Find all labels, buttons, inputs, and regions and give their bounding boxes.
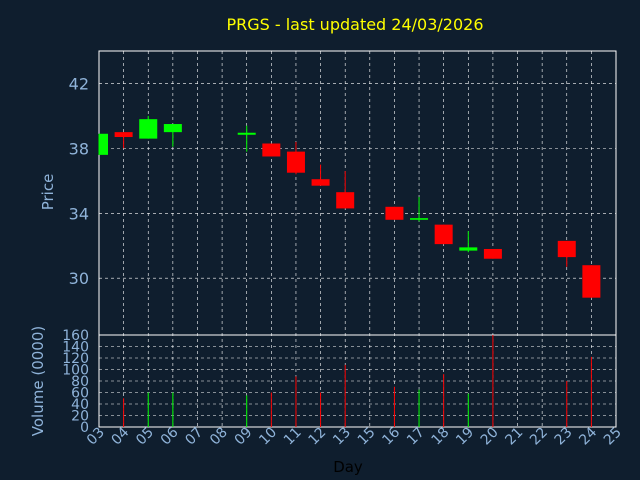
x-tick-label: 10 bbox=[256, 425, 280, 449]
chart-title: PRGS - last updated 24/03/2026 bbox=[226, 15, 483, 34]
x-tick-label: 11 bbox=[281, 425, 305, 449]
candle-body bbox=[286, 151, 305, 173]
candle-body bbox=[114, 132, 133, 138]
x-tick-label: 15 bbox=[355, 425, 379, 449]
x-tick-label: 25 bbox=[601, 425, 625, 449]
price-tick-label: 30 bbox=[69, 269, 89, 288]
volume-tick-label: 80 bbox=[71, 374, 89, 390]
y-axis-label: Price bbox=[39, 174, 57, 211]
candle-body bbox=[311, 179, 330, 186]
candle-body bbox=[557, 240, 576, 258]
candle-body bbox=[336, 192, 355, 209]
x-tick-label: 09 bbox=[232, 425, 256, 449]
volume-tick-label: 20 bbox=[71, 409, 89, 425]
x-tick-label: 07 bbox=[182, 425, 206, 449]
x-tick-label: 21 bbox=[502, 425, 526, 449]
volume-axis-label: Volume (0000) bbox=[29, 326, 47, 436]
candle-body bbox=[410, 218, 429, 220]
volume-tick-label: 60 bbox=[71, 386, 89, 402]
volume-bars bbox=[123, 335, 592, 427]
x-tick-label: 23 bbox=[552, 425, 576, 449]
price-panel-frame bbox=[98, 50, 617, 336]
candle-body bbox=[262, 143, 281, 157]
volume-tick-label: 160 bbox=[62, 328, 89, 344]
x-tick-label: 19 bbox=[453, 425, 477, 449]
volume-tick-label: 0 bbox=[80, 420, 89, 436]
x-tick-label: 16 bbox=[379, 424, 403, 448]
price-tick-label: 34 bbox=[69, 204, 89, 223]
grid-lines bbox=[99, 51, 616, 427]
candle-body bbox=[434, 224, 453, 245]
price-tick-label: 38 bbox=[69, 139, 89, 158]
candle-body bbox=[99, 133, 108, 155]
price-tick-label: 42 bbox=[69, 74, 89, 93]
candle-body bbox=[483, 248, 502, 259]
volume-tick-label: 140 bbox=[62, 340, 89, 356]
x-tick-label: 08 bbox=[207, 425, 231, 449]
x-tick-label: 24 bbox=[576, 424, 600, 448]
x-tick-label: 20 bbox=[478, 425, 502, 449]
tick-labels: 03 04 05 06 07 08 09 10 11 12 13 15 16 17 18 19 20 21 22 23… bbox=[62, 74, 625, 448]
x-tick-label: 05 bbox=[133, 425, 157, 449]
candles bbox=[98, 115, 601, 298]
x-tick-label: 12 bbox=[305, 425, 329, 449]
volume-tick-label: 40 bbox=[71, 397, 89, 413]
x-axis-label: Day bbox=[333, 458, 363, 476]
x-tick-label: 18 bbox=[429, 425, 453, 449]
x-tick-label: 04 bbox=[109, 424, 133, 448]
x-tick-label: 22 bbox=[527, 425, 551, 449]
x-tick-label: 06 bbox=[158, 424, 182, 448]
volume-tick-label: 120 bbox=[62, 351, 89, 367]
candle-body bbox=[459, 247, 478, 251]
x-tick-label: 17 bbox=[404, 425, 428, 449]
candle-body bbox=[139, 119, 158, 139]
candle-body bbox=[385, 206, 404, 220]
candle-body bbox=[582, 265, 601, 298]
x-tick-label: 13 bbox=[330, 425, 354, 449]
volume-tick-label: 100 bbox=[62, 363, 89, 379]
candle-body bbox=[163, 124, 182, 133]
